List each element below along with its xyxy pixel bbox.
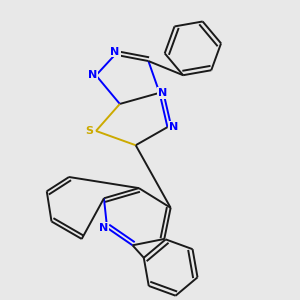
Text: S: S xyxy=(85,126,94,136)
Text: N: N xyxy=(88,70,98,80)
Text: N: N xyxy=(169,122,178,132)
Text: N: N xyxy=(110,46,120,56)
Text: N: N xyxy=(158,88,167,98)
Text: N: N xyxy=(99,223,109,233)
